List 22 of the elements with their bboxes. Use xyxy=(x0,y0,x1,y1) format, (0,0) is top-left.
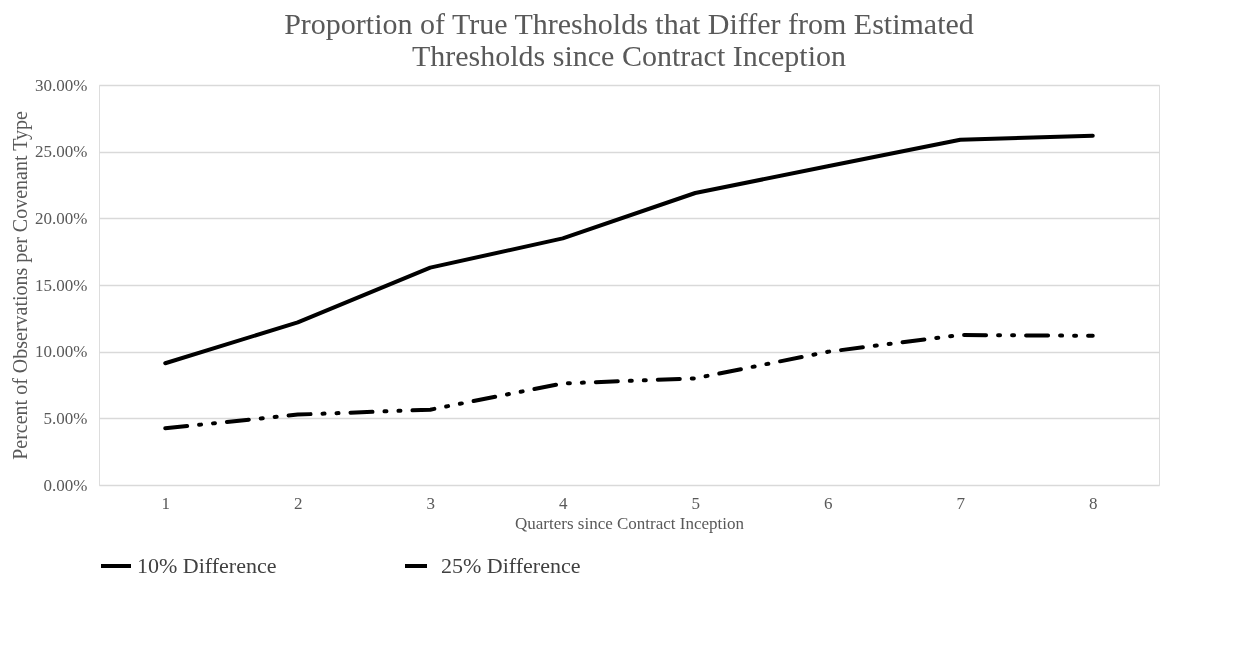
y-tick-label: 0.00% xyxy=(43,475,88,495)
line-series xyxy=(163,333,1095,431)
legend-label: 10% Difference xyxy=(137,553,277,578)
x-tick-label: 3 xyxy=(426,493,435,513)
y-tick-label: 30.00% xyxy=(35,75,88,95)
x-axis-title: Quarters since Contract Inception xyxy=(515,513,745,533)
x-tick-label: 6 xyxy=(824,493,833,513)
x-tick-label: 7 xyxy=(956,493,966,513)
chart-title: Proportion of True Thresholds that Differ from Estimated Thresholds since Contract Inception xyxy=(284,7,974,72)
y-tick-label: 15.00% xyxy=(35,275,88,295)
x-tick-label: 5 xyxy=(691,493,700,513)
x-tick-label: 8 xyxy=(1089,493,1098,513)
x-tick-label: 4 xyxy=(559,493,568,513)
line-series xyxy=(163,133,1095,366)
y-tick-label: 20.00% xyxy=(35,208,88,228)
x-tick-label: 2 xyxy=(294,493,303,513)
y-axis-title: Percent of Observations per Covenant Type xyxy=(9,111,33,460)
legend-label: 25% Difference xyxy=(441,553,581,578)
y-tick-label: 5.00% xyxy=(43,408,88,428)
y-tick-label: 10.00% xyxy=(35,342,88,362)
y-tick-label: 25.00% xyxy=(35,142,88,162)
x-tick-label: 1 xyxy=(161,493,170,513)
